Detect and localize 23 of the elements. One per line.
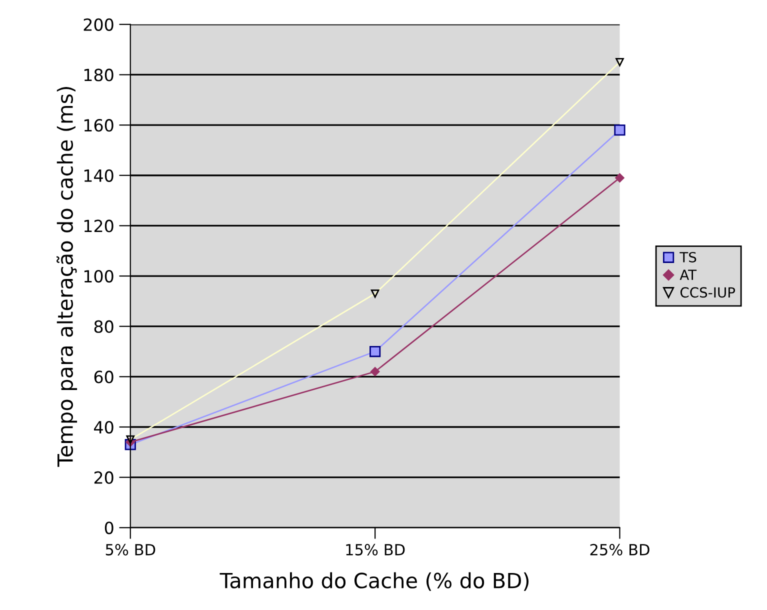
legend-label: CCS-IUP — [680, 287, 736, 298]
point — [614, 124, 626, 136]
y-tick-label: 60 — [94, 370, 114, 384]
x-tick-label: 15% BD — [346, 544, 405, 556]
y-tick-label: 160 — [84, 119, 114, 132]
point — [370, 346, 381, 358]
y-tick-label: 100 — [84, 270, 114, 283]
legend-label: AT — [680, 270, 697, 280]
y-tick-label: 140 — [84, 169, 114, 182]
point — [370, 367, 380, 376]
x-tick-label: 5% BD — [106, 544, 156, 556]
x-axis-title: Tamanho do Cache (% do BD) — [220, 572, 529, 591]
y-tick-label: 40 — [94, 420, 114, 434]
y-tick-label: 20 — [94, 471, 114, 484]
legend-label: TS — [680, 252, 696, 262]
y-axis-title: Tempo para alteração do cache (ms) — [56, 87, 78, 467]
y-tick-label: 180 — [84, 68, 114, 82]
x-tick-label: 25% BD — [590, 544, 650, 556]
y-tick-label: 200 — [84, 18, 114, 31]
point — [615, 173, 624, 183]
y-tick-label: 80 — [94, 320, 114, 333]
y-tick-label: 120 — [84, 220, 114, 232]
y-tick-label: 0 — [104, 522, 114, 534]
